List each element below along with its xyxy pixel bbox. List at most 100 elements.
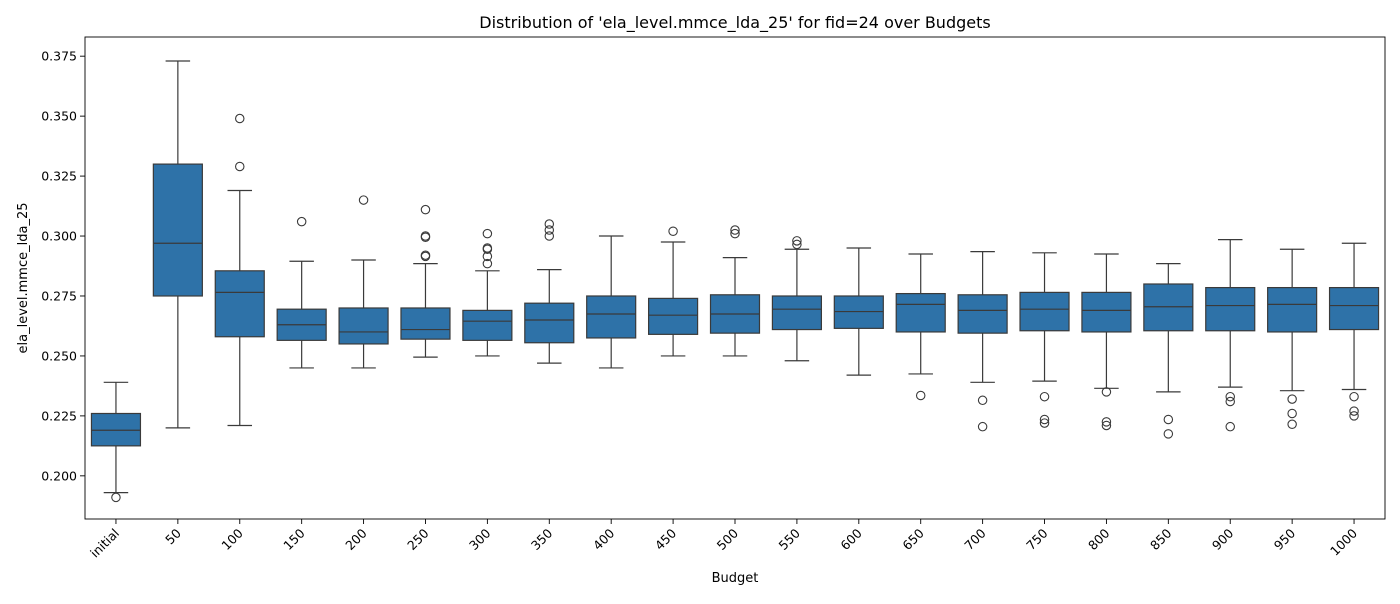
x-tick-label: 900 — [1209, 525, 1237, 553]
x-tick-label: 1000 — [1327, 525, 1360, 558]
outlier-point — [792, 239, 802, 250]
box-iqr — [214, 270, 265, 338]
box-group-950 — [1267, 248, 1318, 430]
outlier-point — [1101, 420, 1112, 431]
box-group-200 — [338, 195, 389, 369]
box-group-900 — [1205, 239, 1256, 432]
y-axis-label: ela_level.mmce_lda_25 — [16, 203, 31, 354]
y-axis: 0.200 0.225 0.250 0.275 0.300 0.325 0.350 0.375 — [41, 49, 85, 483]
outlier-point — [792, 236, 802, 246]
x-tick-label: 600 — [837, 525, 865, 553]
y-tick-label: 0.225 — [41, 408, 77, 423]
box-iqr — [462, 309, 513, 341]
outlier-point — [482, 243, 493, 253]
outlier-point — [977, 395, 988, 406]
y-tick-label: 0.350 — [41, 109, 77, 124]
x-tick-label: 350 — [528, 525, 556, 553]
outlier-point — [668, 226, 678, 236]
outlier-point — [544, 231, 555, 241]
box-iqr — [400, 307, 451, 340]
x-tick-label: 100 — [218, 525, 246, 553]
outlier-point — [1349, 391, 1359, 402]
box-group-600 — [833, 247, 884, 376]
box-group-550 — [771, 236, 823, 362]
outlier-point — [1101, 417, 1112, 427]
box-iqr — [1267, 286, 1318, 333]
box-group-100 — [214, 113, 265, 427]
x-tick-label: 200 — [342, 525, 370, 553]
outlier-point — [1287, 408, 1297, 419]
y-tick-label: 0.325 — [41, 169, 77, 184]
box-group-initial — [90, 381, 142, 503]
box-group-500 — [709, 225, 761, 357]
outlier-point — [1225, 391, 1235, 402]
box-iqr — [1019, 291, 1070, 332]
y-tick-label: 0.275 — [41, 288, 77, 303]
outlier-point — [1349, 406, 1359, 416]
x-tick-label: 950 — [1271, 525, 1299, 553]
outlier-point — [1039, 414, 1050, 425]
box-iqr — [1081, 291, 1132, 333]
x-tick-label: 550 — [776, 525, 804, 553]
plot-area — [90, 60, 1380, 503]
outlier-point — [977, 421, 988, 432]
x-tick-label: 50 — [162, 525, 184, 547]
box-iqr — [152, 163, 203, 297]
y-tick-label: 0.250 — [41, 348, 77, 363]
y-tick-label: 0.200 — [41, 468, 77, 483]
box-iqr — [957, 294, 1008, 334]
outlier-point — [235, 161, 245, 172]
box-iqr — [586, 295, 637, 339]
outlier-point — [1039, 391, 1050, 402]
outlier-point — [1349, 411, 1359, 421]
y-tick-label: 0.300 — [41, 229, 77, 244]
outlier-point — [1163, 414, 1174, 425]
box-group-250 — [400, 204, 451, 358]
box-iqr — [647, 297, 699, 335]
outlier-point — [482, 228, 493, 239]
x-tick-label: initial — [87, 526, 122, 561]
box-iqr — [524, 302, 575, 344]
x-tick-label: 700 — [961, 525, 989, 553]
x-axis: initial 50 100 150 200 250 300 350 400 450 500 550 6… — [87, 519, 1360, 560]
box-iqr — [895, 292, 946, 333]
outlier-point — [1225, 396, 1235, 407]
box-iqr — [1205, 286, 1256, 332]
x-tick-label: 850 — [1147, 525, 1175, 553]
box-iqr — [1328, 286, 1380, 331]
outlier-point — [915, 390, 926, 401]
x-tick-label: 150 — [280, 525, 308, 553]
box-iqr — [338, 307, 389, 345]
x-tick-label: 250 — [404, 525, 432, 553]
y-tick-label: 0.375 — [41, 49, 77, 64]
outlier-point — [1163, 429, 1174, 439]
x-tick-label: 400 — [590, 525, 618, 553]
outlier-point — [730, 228, 740, 239]
outlier-point — [420, 231, 431, 241]
chart-title: Distribution of 'ela_level.mmce_lda_25' … — [479, 13, 990, 33]
outlier-point — [111, 492, 121, 503]
box-group-800 — [1081, 253, 1132, 431]
box-group-400 — [586, 235, 637, 369]
x-tick-label: 500 — [714, 525, 742, 553]
outlier-point — [420, 204, 431, 215]
x-tick-label: 750 — [1023, 525, 1051, 553]
outlier-point — [420, 250, 431, 260]
box-group-1000 — [1328, 242, 1380, 421]
outlier-point — [1101, 387, 1112, 397]
outlier-point — [1225, 421, 1235, 432]
x-tick-label: 650 — [899, 525, 927, 553]
outlier-point — [235, 113, 245, 124]
box-group-450 — [647, 226, 699, 357]
box-group-150 — [276, 216, 327, 369]
outlier-point — [482, 258, 493, 269]
outlier-point — [730, 225, 740, 235]
box-group-700 — [957, 251, 1008, 432]
box-group-650 — [895, 253, 946, 401]
outlier-point — [1039, 418, 1050, 428]
x-tick-label: 450 — [652, 525, 680, 553]
box-group-50 — [152, 60, 203, 429]
outlier-point — [544, 225, 555, 235]
